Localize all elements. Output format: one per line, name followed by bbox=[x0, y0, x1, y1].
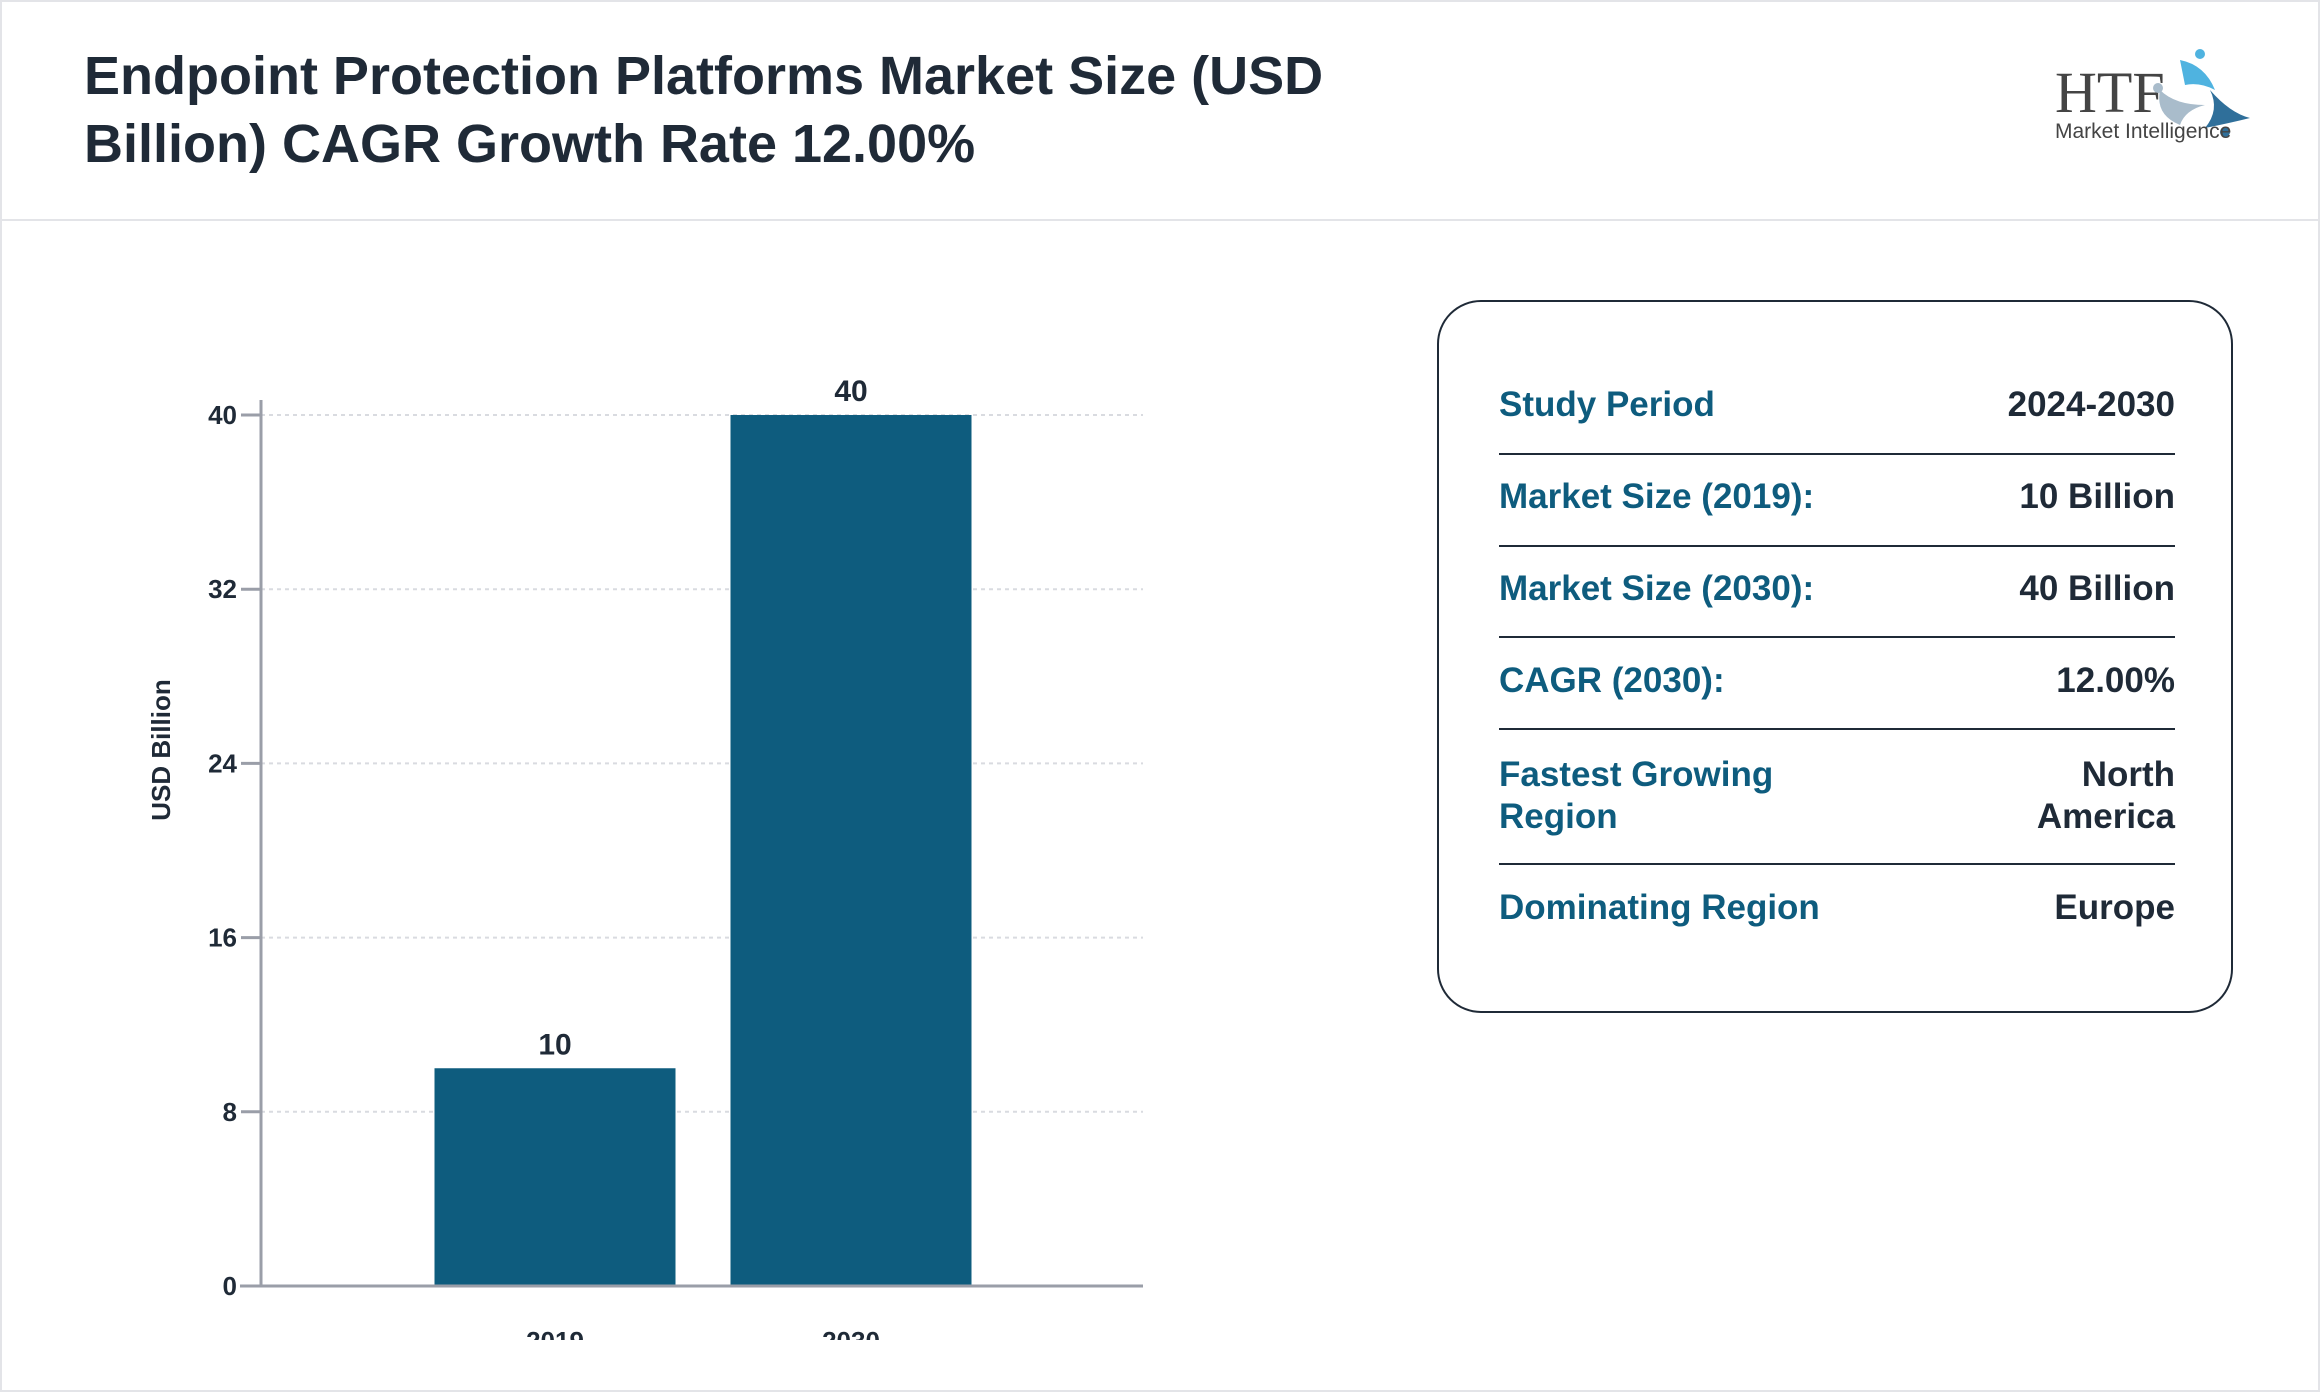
y-axis-label: USD Billion bbox=[146, 679, 176, 821]
info-value: North America bbox=[2036, 755, 2175, 836]
y-tick-label: 32 bbox=[208, 574, 237, 604]
info-row: Market Size (2030): 40 Billion bbox=[1499, 568, 2175, 610]
y-tick-label: 16 bbox=[208, 923, 237, 953]
info-row: CAGR (2030): 12.00% bbox=[1499, 660, 2175, 702]
y-tick-label: 40 bbox=[208, 400, 237, 430]
htf-logo: HTF Market Intelligence bbox=[2050, 40, 2250, 150]
info-value: 2024-2030 bbox=[2007, 385, 2175, 424]
info-row: Dominating Region Europe bbox=[1499, 887, 2175, 929]
row-divider bbox=[1499, 863, 2175, 865]
y-tick-label: 24 bbox=[208, 748, 237, 778]
info-value: 10 Billion bbox=[2019, 477, 2175, 516]
info-label: Dominating Region bbox=[1499, 888, 1820, 927]
info-label: Fastest Growing Region bbox=[1499, 755, 1774, 836]
bar-2030 bbox=[730, 415, 972, 1286]
info-label: CAGR (2030): bbox=[1499, 661, 1725, 700]
bar-data-label: 10 bbox=[538, 1028, 571, 1061]
y-tick-label: 0 bbox=[223, 1271, 237, 1301]
bar-2019 bbox=[434, 1068, 676, 1286]
svg-text:HTF: HTF bbox=[2055, 60, 2165, 125]
info-value: 12.00% bbox=[2056, 661, 2175, 700]
info-row: Fastest Growing Region North America bbox=[1499, 754, 2175, 838]
info-card: Study Period 2024-2030 Market Size (2019):… bbox=[1437, 300, 2233, 1013]
htf-logo-icon: HTF Market Intelligence bbox=[2055, 49, 2250, 143]
info-label: Study Period bbox=[1499, 385, 1715, 424]
bar-chart: 10 40 0 8 16 24 32 40 2019 2030 USD Billion bbox=[146, 375, 1143, 1340]
info-row: Market Size (2019): 10 Billion bbox=[1499, 476, 2175, 518]
x-tick-label: 2030 bbox=[822, 1326, 880, 1340]
row-divider bbox=[1499, 545, 2175, 547]
info-value: Europe bbox=[2054, 888, 2175, 927]
row-divider bbox=[1499, 636, 2175, 638]
header: Endpoint Protection Platforms Market Siz… bbox=[0, 0, 2320, 221]
row-divider bbox=[1499, 453, 2175, 455]
bar-data-label: 40 bbox=[834, 375, 867, 408]
x-tick-label: 2019 bbox=[526, 1326, 584, 1340]
row-divider bbox=[1499, 728, 2175, 730]
info-label: Market Size (2019): bbox=[1499, 477, 1815, 516]
info-label: Market Size (2030): bbox=[1499, 569, 1815, 608]
page-title: Endpoint Protection Platforms Market Siz… bbox=[84, 46, 1324, 174]
info-row: Study Period 2024-2030 bbox=[1499, 384, 2175, 426]
y-tick-label: 8 bbox=[223, 1097, 237, 1127]
info-value: 40 Billion bbox=[2019, 569, 2175, 608]
logo-subtitle: Market Intelligence bbox=[2055, 120, 2231, 143]
